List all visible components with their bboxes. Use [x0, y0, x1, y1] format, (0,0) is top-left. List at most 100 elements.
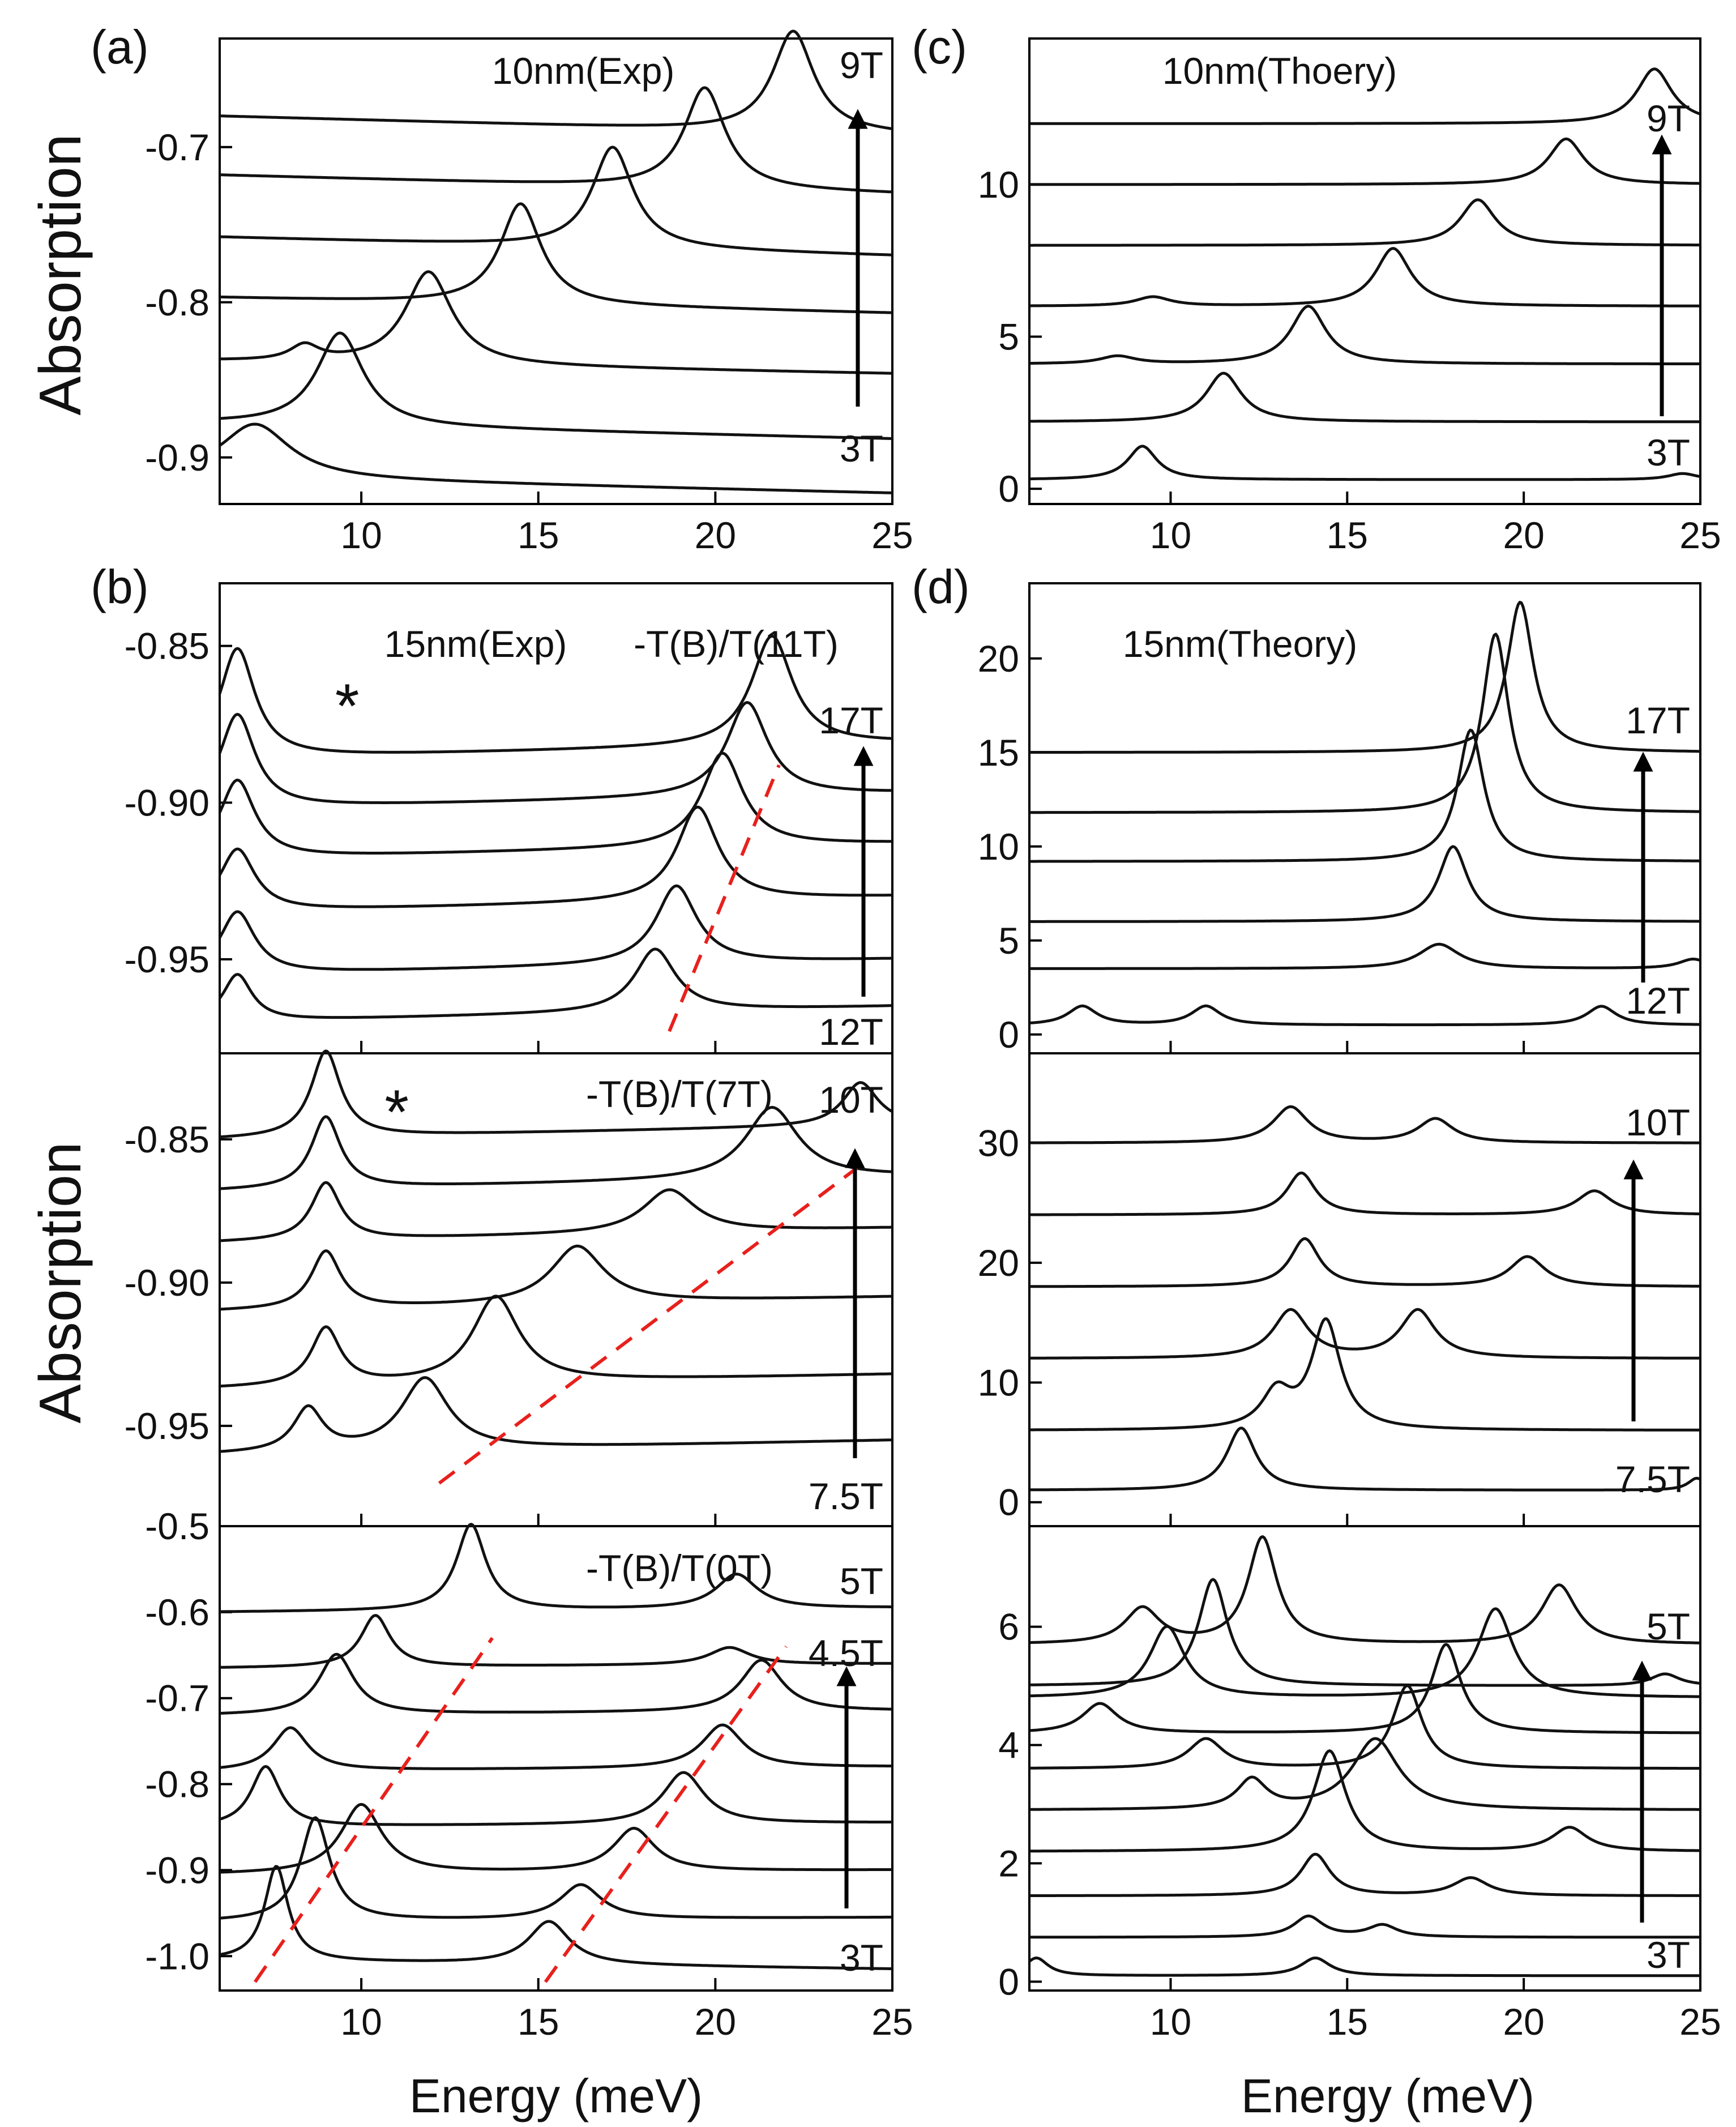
- series-3-line: [218, 751, 892, 855]
- y-tick-label: -0.6: [145, 1591, 209, 1633]
- series-0-line: [219, 1376, 893, 1453]
- asterisk-marker: *: [384, 1078, 409, 1147]
- series-1-line: [1029, 371, 1700, 424]
- series-3-line: [219, 1765, 892, 1826]
- field-low-label: 3T: [840, 428, 883, 469]
- panel-c: 0 5 10 10 15 20 25 (c) 10nm(Thoery) 3T 9T: [912, 20, 1721, 556]
- series-5-line: [218, 634, 893, 754]
- y-tick-label: -0.5: [145, 1505, 209, 1547]
- xlabel-left: Energy (meV): [409, 2069, 703, 2122]
- series-2-line: [220, 270, 893, 375]
- x-tick-label: 10: [340, 514, 382, 556]
- series-0-line: [219, 1865, 893, 1971]
- panel-a: -0.9 -0.8 -0.7 10 15 20 25 (a) 10nm(Exp) 3T 9T: [91, 20, 913, 556]
- field-low-label: 3T: [1647, 432, 1690, 473]
- series-6-line: [220, 1614, 892, 1669]
- x-tick-label: 25: [871, 2001, 913, 2043]
- panel-title: 10nm(Thoery): [1162, 50, 1397, 92]
- series-3-line: [1029, 728, 1701, 863]
- panel-title: 15nm(Exp): [384, 623, 567, 665]
- ylabel-bottom: Absorption: [28, 1142, 93, 1423]
- y-tick-label: -0.90: [125, 781, 209, 823]
- x-tick-label: 15: [518, 2001, 559, 2043]
- panel-label: (c): [912, 20, 967, 74]
- panel-title: 15nm(Theory): [1123, 623, 1357, 665]
- panel-subtitle: -T(B)/T(0T): [586, 1547, 773, 1589]
- series-4-line: [219, 1105, 893, 1190]
- field-high-label: 10T: [819, 1079, 883, 1121]
- x-tick-label: 25: [1679, 514, 1721, 556]
- series-0-line: [1029, 445, 1701, 481]
- x-tick-label: 10: [1150, 514, 1191, 556]
- series-8-line: [1029, 1578, 1701, 1687]
- series-4-line: [1029, 1737, 1700, 1811]
- panel-d1: 0 5 10 15 20(d) 15nm(Theory) 12T 17T: [912, 560, 1701, 1056]
- series-4-line: [1029, 1171, 1700, 1216]
- series-4-line: [219, 146, 893, 257]
- y-tick-label: -0.7: [145, 126, 209, 168]
- series-6-line: [220, 29, 893, 130]
- y-tick-label: 20: [978, 638, 1019, 680]
- series-6-line: [1029, 67, 1701, 125]
- field-low-label: 3T: [840, 1937, 883, 1979]
- field-low-label: 7.5T: [1615, 1458, 1690, 1500]
- field-high-label: 5T: [840, 1560, 883, 1602]
- series-0-line: [1029, 1004, 1700, 1027]
- y-tick-label: 5: [998, 920, 1019, 962]
- panel-b3: -1.0 -0.9 -0.8 -0.7 -0.6 -0.5 10 15 20 25 -T(B)/T(…: [145, 1505, 913, 2043]
- series-1-line: [219, 1295, 893, 1388]
- asterisk-marker: *: [335, 672, 360, 741]
- y-tick-label: 10: [978, 1361, 1019, 1403]
- y-tick-label: 0: [998, 468, 1019, 510]
- y-tick-label: -0.8: [145, 1763, 209, 1805]
- panel-subtitle: -T(B)/T(7T): [586, 1073, 773, 1115]
- y-tick-label: -1.0: [145, 1935, 209, 1977]
- series-5-line: [219, 1049, 893, 1139]
- y-tick-label: 0: [998, 1961, 1019, 2002]
- field-high-label: 9T: [1647, 97, 1690, 139]
- x-tick-label: 15: [518, 514, 559, 556]
- field-mid-label: 4.5T: [809, 1632, 883, 1674]
- series-2-line: [1029, 1852, 1700, 1897]
- series-6-line: [1029, 1643, 1700, 1735]
- x-tick-label: 25: [871, 514, 913, 556]
- y-tick-label: -0.90: [125, 1262, 209, 1304]
- y-tick-label: 10: [978, 826, 1019, 868]
- panel-title: 10nm(Exp): [492, 50, 675, 92]
- dashed-guide-0: [668, 764, 781, 1032]
- y-tick-label: 15: [978, 732, 1019, 774]
- field-low-label: 12T: [1626, 980, 1690, 1022]
- y-tick-label: 2: [998, 1842, 1019, 1884]
- series-3-line: [1029, 247, 1700, 307]
- series-5-line: [1029, 1105, 1700, 1144]
- panel-subtitle: -T(B)/T(11T): [634, 623, 839, 665]
- plot-frame: [1028, 1525, 1701, 1992]
- panel-b1: -0.95 -0.90 -0.85 * (b) 15nm(Exp) -T(B)/T(11T)…: [91, 560, 893, 1054]
- y-tick-label: 30: [978, 1122, 1019, 1164]
- x-tick-label: 15: [1327, 2001, 1368, 2043]
- panel-label: (d): [912, 560, 970, 613]
- series-9-line: [1029, 1535, 1700, 1645]
- plot-frame: [1028, 1052, 1701, 1527]
- x-tick-label: 15: [1327, 514, 1368, 556]
- series-4-line: [1029, 198, 1700, 247]
- series-3-line: [1029, 1749, 1701, 1853]
- dashed-guide-0: [254, 1637, 494, 1983]
- series-7-line: [1029, 1607, 1701, 1698]
- x-tick-label: 20: [695, 2001, 736, 2043]
- series-5-line: [219, 1652, 893, 1715]
- x-tick-label: 10: [340, 2001, 382, 2043]
- dashed-guide-1: [544, 1645, 788, 1983]
- panel-d2: 0 10 20 30 7.5T 10T: [978, 1052, 1701, 1527]
- series-2-line: [1029, 845, 1700, 923]
- field-high-label: 5T: [1647, 1605, 1690, 1647]
- y-tick-label: -0.9: [145, 1849, 209, 1891]
- plot-frame: [1028, 37, 1701, 505]
- series-4-line: [219, 1723, 892, 1770]
- series-3-line: [220, 202, 893, 314]
- y-tick-label: -0.85: [125, 1118, 209, 1160]
- series-0-line: [1029, 1426, 1701, 1492]
- field-high-label: 17T: [819, 699, 883, 741]
- panel-label: (a): [91, 20, 149, 74]
